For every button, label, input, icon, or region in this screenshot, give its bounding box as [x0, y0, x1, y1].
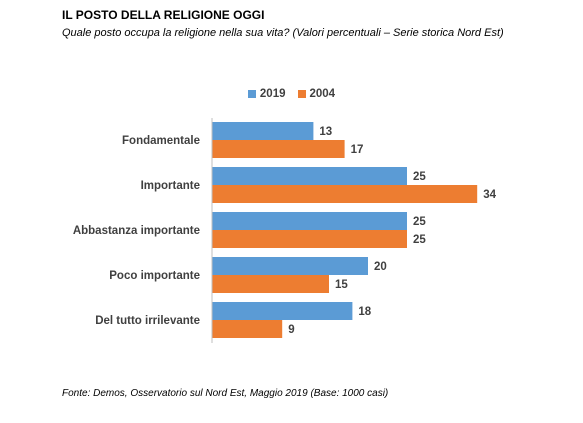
legend-swatch-2019	[247, 90, 256, 98]
bar-2019-3	[212, 212, 407, 230]
bar-2019-5	[212, 302, 353, 320]
data-label-2019-1: 13	[319, 126, 332, 138]
legend-swatch-2004	[297, 90, 306, 98]
bar-2019-4	[212, 257, 368, 275]
data-label-2019-5: 18	[358, 306, 371, 318]
bar-2004-3	[212, 230, 407, 248]
legend-label-2019: 2019	[259, 88, 286, 100]
legend-item-2004: 2004	[297, 88, 336, 100]
data-label-2004-4: 15	[335, 279, 348, 291]
legend-item-2019: 2019	[247, 88, 286, 100]
category-label: Abbastanza importante	[73, 225, 200, 237]
category-label: Del tutto irrilevante	[95, 315, 200, 327]
bar-2004-4	[212, 275, 329, 293]
data-label-2004-1: 17	[351, 144, 364, 156]
bar-2019-1	[212, 122, 314, 140]
data-label-2004-5: 9	[288, 324, 294, 336]
data-label-2019-2: 25	[413, 171, 426, 183]
data-label-2019-3: 25	[413, 216, 426, 228]
legend-label-2004: 2004	[309, 88, 336, 100]
bar-2004-1	[212, 140, 345, 158]
data-label-2004-3: 25	[413, 234, 426, 246]
bar-2004-5	[212, 320, 283, 338]
category-label: Importante	[141, 180, 200, 192]
category-label: Fondamentale	[122, 135, 200, 147]
bar-2004-2	[212, 185, 478, 203]
chart-subtitle: Quale posto occupa la religione nella su…	[62, 27, 504, 39]
data-label-2019-4: 20	[374, 261, 387, 273]
data-label-2004-2: 34	[483, 189, 496, 201]
bar-2019-2	[212, 167, 407, 185]
chart-legend: 2019 2004	[0, 88, 583, 100]
category-label: Poco importante	[109, 270, 200, 282]
chart-title: IL POSTO DELLA RELIGIONE OGGI	[62, 8, 265, 22]
source-note: Fonte: Demos, Osservatorio sul Nord Est,…	[62, 388, 389, 399]
